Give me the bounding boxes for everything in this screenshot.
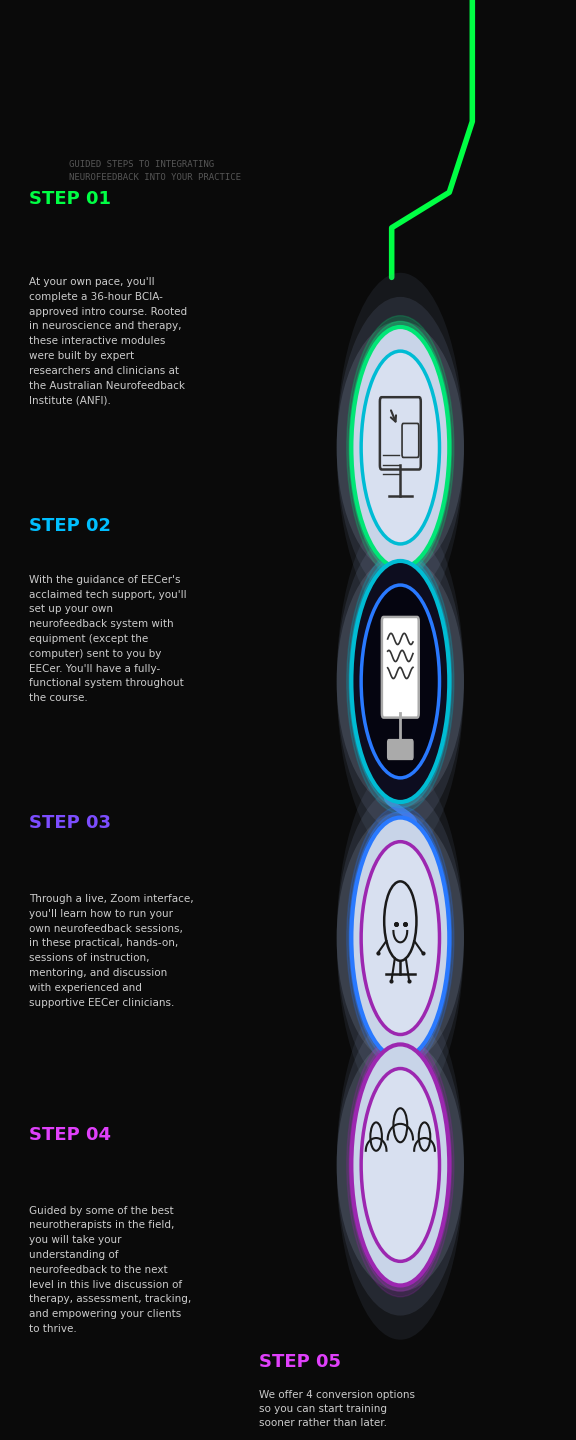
Text: We offer 4 conversion options
so you can start training
sooner rather than later: We offer 4 conversion options so you can… xyxy=(259,1390,415,1428)
Circle shape xyxy=(361,841,439,1034)
Text: STEP 01: STEP 01 xyxy=(29,190,111,209)
Circle shape xyxy=(351,327,449,567)
Ellipse shape xyxy=(336,812,464,1064)
FancyBboxPatch shape xyxy=(388,740,413,759)
Text: STEP 05: STEP 05 xyxy=(259,1354,341,1371)
Ellipse shape xyxy=(336,272,464,622)
Circle shape xyxy=(351,562,449,802)
Text: At your own pace, you'll
complete a 36-hour BCIA-
approved intro course. Rooted
: At your own pace, you'll complete a 36-h… xyxy=(29,276,187,406)
Circle shape xyxy=(349,556,452,808)
Ellipse shape xyxy=(336,788,464,1089)
Circle shape xyxy=(351,1044,449,1286)
Circle shape xyxy=(347,806,454,1070)
Text: GUIDED STEPS TO INTEGRATING
NEUROFEEDBACK INTO YOUR PRACTICE: GUIDED STEPS TO INTEGRATING NEUROFEEDBAC… xyxy=(69,160,241,181)
Ellipse shape xyxy=(336,763,464,1113)
Circle shape xyxy=(347,315,454,579)
Circle shape xyxy=(361,1068,439,1261)
Circle shape xyxy=(349,1038,452,1292)
Ellipse shape xyxy=(336,554,464,808)
Text: STEP 02: STEP 02 xyxy=(29,517,111,534)
Circle shape xyxy=(349,812,452,1064)
Ellipse shape xyxy=(336,507,464,857)
Text: STEP 04: STEP 04 xyxy=(29,1126,111,1145)
Circle shape xyxy=(347,550,454,814)
Ellipse shape xyxy=(336,1014,464,1316)
Circle shape xyxy=(361,351,439,544)
Circle shape xyxy=(347,1032,454,1297)
Text: Through a live, Zoom interface,
you'll learn how to run your
own neurofeedback s: Through a live, Zoom interface, you'll l… xyxy=(29,894,194,1008)
Circle shape xyxy=(351,818,449,1058)
Circle shape xyxy=(349,321,452,573)
Circle shape xyxy=(361,585,439,778)
Text: STEP 03: STEP 03 xyxy=(29,814,111,832)
Ellipse shape xyxy=(336,531,464,832)
Ellipse shape xyxy=(336,321,464,575)
FancyBboxPatch shape xyxy=(382,616,419,717)
Ellipse shape xyxy=(336,991,464,1339)
Text: Guided by some of the best
neurotherapists in the field,
you will take your
unde: Guided by some of the best neurotherapis… xyxy=(29,1205,191,1333)
Ellipse shape xyxy=(336,1038,464,1292)
Ellipse shape xyxy=(336,297,464,598)
Text: With the guidance of EECer's
acclaimed tech support, you'll
set up your own
neur: With the guidance of EECer's acclaimed t… xyxy=(29,575,187,703)
